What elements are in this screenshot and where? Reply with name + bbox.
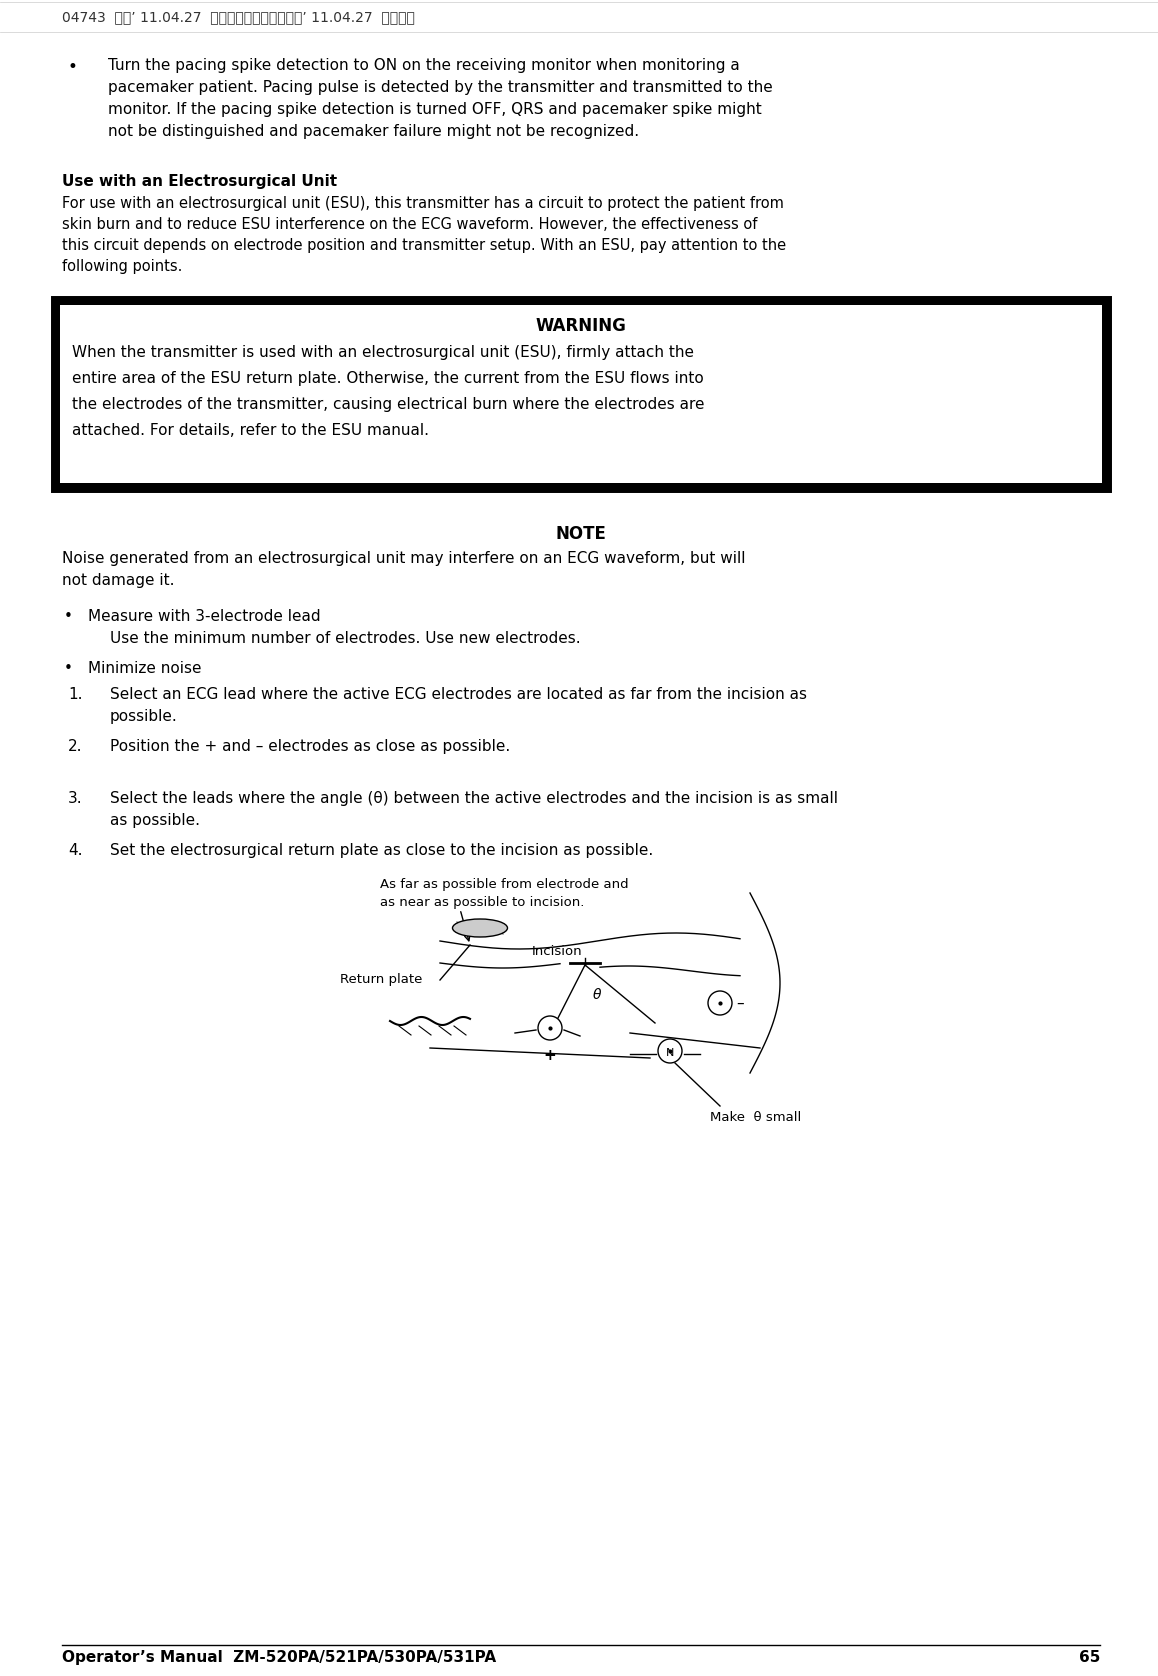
Text: as possible.: as possible. [110,813,200,828]
Ellipse shape [453,918,507,937]
Text: Operator’s Manual  ZM-520PA/521PA/530PA/531PA: Operator’s Manual ZM-520PA/521PA/530PA/5… [63,1649,496,1664]
Text: Turn the pacing spike detection to ON on the receiving monitor when monitoring a: Turn the pacing spike detection to ON on… [108,59,740,74]
Text: skin burn and to reduce ESU interference on the ECG waveform. However, the effec: skin burn and to reduce ESU interference… [63,216,757,231]
Text: Select an ECG lead where the active ECG electrodes are located as far from the i: Select an ECG lead where the active ECG … [110,687,807,702]
Text: 3.: 3. [68,791,82,806]
Bar [54,298,1108,489]
Text: 4.: 4. [68,843,82,858]
Text: possible.: possible. [110,709,177,724]
Text: Make  θ small: Make θ small [710,1111,801,1125]
Text: this circuit depends on electrode position and transmitter setup. With an ESU, p: this circuit depends on electrode positi… [63,238,786,253]
Text: monitor. If the pacing spike detection is turned OFF, QRS and pacemaker spike mi: monitor. If the pacing spike detection i… [108,102,762,117]
Text: Position the + and – electrodes as close as possible.: Position the + and – electrodes as close… [110,739,511,754]
Text: •: • [68,59,78,75]
Text: Return plate: Return plate [340,974,423,985]
Text: attached. For details, refer to the ESU manual.: attached. For details, refer to the ESU … [72,422,428,437]
Text: Noise generated from an electrosurgical unit may interfere on an ECG waveform, b: Noise generated from an electrosurgical … [63,551,746,566]
Text: as near as possible to incision.: as near as possible to incision. [380,897,585,908]
Text: Measure with 3-electrode lead: Measure with 3-electrode lead [88,608,321,623]
Text: •: • [64,608,73,623]
Text: 2.: 2. [68,739,82,754]
Text: NOTE: NOTE [556,525,607,543]
Text: N: N [666,1048,674,1058]
Text: Set the electrosurgical return plate as close to the incision as possible.: Set the electrosurgical return plate as … [110,843,653,858]
Text: +: + [543,1048,556,1063]
Text: Use with an Electrosurgical Unit: Use with an Electrosurgical Unit [63,174,337,189]
Text: 1.: 1. [68,687,82,702]
Text: Select the leads where the angle (θ) between the active electrodes and the incis: Select the leads where the angle (θ) bet… [110,791,838,806]
Text: the electrodes of the transmitter, causing electrical burn where the electrodes : the electrodes of the transmitter, causi… [72,397,704,412]
Text: –: – [736,996,743,1011]
Text: As far as possible from electrode and: As far as possible from electrode and [380,878,629,892]
Text: Minimize noise: Minimize noise [88,660,201,675]
Text: entire area of the ESU return plate. Otherwise, the current from the ESU flows i: entire area of the ESU return plate. Oth… [72,370,704,385]
Text: For use with an electrosurgical unit (ESU), this transmitter has a circuit to pr: For use with an electrosurgical unit (ES… [63,196,784,211]
Text: 65: 65 [1078,1649,1100,1664]
Text: pacemaker patient. Pacing pulse is detected by the transmitter and transmitted t: pacemaker patient. Pacing pulse is detec… [108,80,772,96]
Bar [60,305,1102,483]
Text: WARNING: WARNING [535,317,626,335]
Text: not damage it.: not damage it. [63,573,175,588]
Text: •: • [64,660,73,675]
Text: Use the minimum number of electrodes. Use new electrodes.: Use the minimum number of electrodes. Us… [110,630,580,645]
Text: not be distinguished and pacemaker failure might not be recognized.: not be distinguished and pacemaker failu… [108,124,639,139]
Text: Incision: Incision [532,945,582,959]
Text: When the transmitter is used with an electrosurgical unit (ESU), firmly attach t: When the transmitter is used with an ele… [72,345,694,360]
Text: 04743  作成’ 11.04.27  阳山　悠己　　　　承認’ 11.04.27  真柄　瞩: 04743 作成’ 11.04.27 阳山 悠己 承認’ 11.04.27 真柄… [63,10,415,23]
Text: following points.: following points. [63,260,182,273]
Text: θ: θ [593,987,601,1002]
